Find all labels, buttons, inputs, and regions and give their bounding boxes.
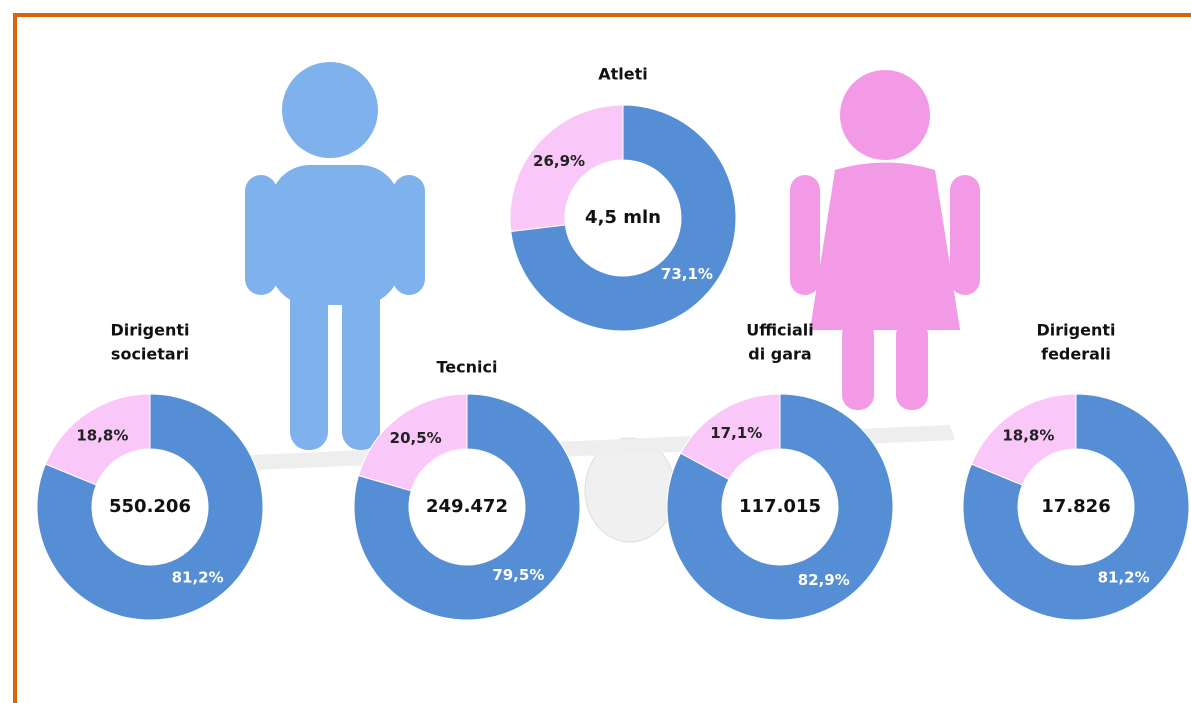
- center-label: 17.826: [1041, 496, 1110, 517]
- donut-hole: [93, 450, 207, 564]
- donut-hole: [1019, 450, 1133, 564]
- donut-segment: [510, 104, 737, 332]
- donut-hole: [723, 450, 837, 564]
- value-label: 18,8%: [1002, 426, 1054, 444]
- chart-title: Dirigenti: [111, 321, 190, 340]
- chart-title: Atleti: [598, 65, 648, 84]
- chart-title: Dirigenti: [1037, 321, 1116, 340]
- donut-segment: [509, 104, 624, 233]
- center-label: 550.206: [109, 496, 191, 517]
- donut-segment: [666, 393, 894, 621]
- value-label: 82,9%: [798, 571, 850, 589]
- donut-segment: [357, 393, 468, 492]
- donut-segment: [44, 393, 151, 486]
- value-label: 17,1%: [710, 424, 762, 442]
- donut-segment: [679, 393, 781, 481]
- value-label: 79,5%: [492, 566, 544, 584]
- chart-title: societari: [111, 345, 189, 364]
- chart-title: Tecnici: [437, 358, 498, 377]
- value-label: 18,8%: [76, 426, 128, 444]
- donut-segment: [962, 393, 1190, 621]
- center-label: 117.015: [739, 496, 821, 517]
- donut-segment: [353, 393, 581, 621]
- value-label: 81,2%: [172, 569, 224, 587]
- female-figure: [790, 70, 980, 410]
- value-label: 26,9%: [533, 152, 585, 170]
- donut-segment: [970, 393, 1077, 486]
- chart-title: Ufficiali: [746, 321, 814, 340]
- center-label: 4,5 mln: [585, 207, 661, 228]
- male-figure: [245, 62, 425, 450]
- chart-title: di gara: [748, 345, 811, 364]
- donut-hole: [410, 450, 524, 564]
- value-label: 20,5%: [390, 429, 442, 447]
- donut-segment: [36, 393, 264, 621]
- chart-title: federali: [1041, 345, 1111, 364]
- value-label: 73,1%: [661, 265, 713, 283]
- value-label: 81,2%: [1098, 569, 1150, 587]
- donut-hole: [566, 161, 680, 275]
- center-label: 249.472: [426, 496, 508, 517]
